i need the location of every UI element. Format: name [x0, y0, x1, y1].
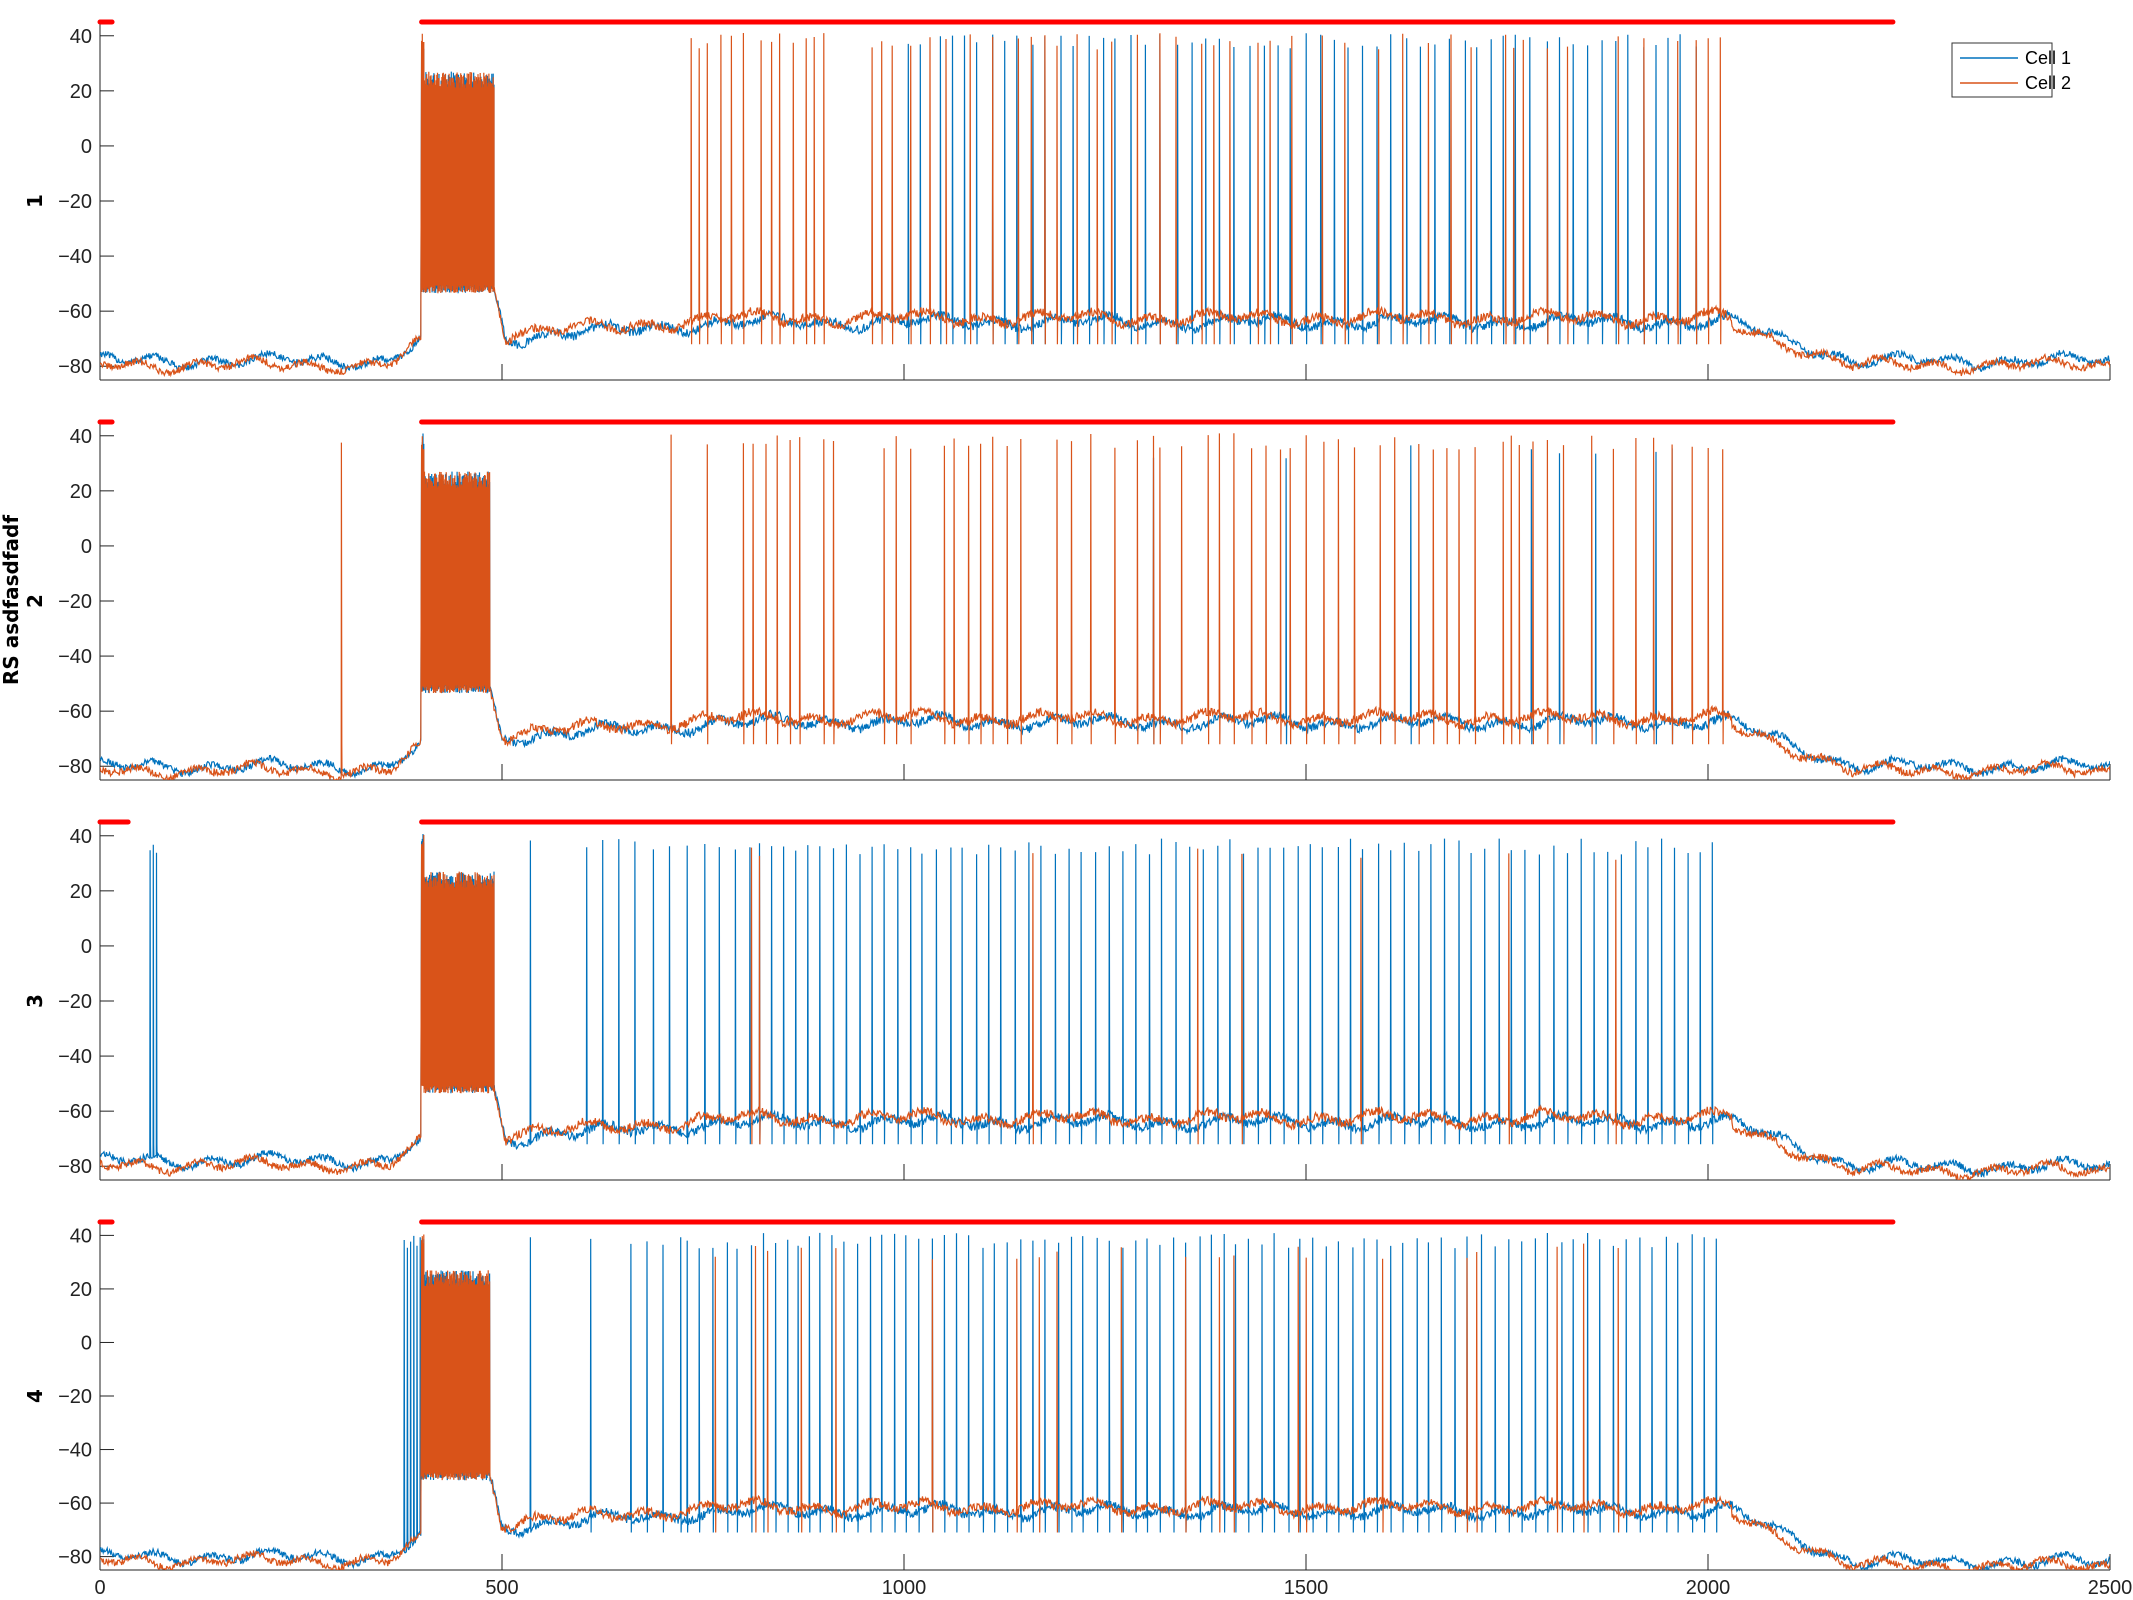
y-axis-label: 1	[23, 194, 47, 208]
y-tick-label: −80	[58, 1156, 92, 1178]
legend-label-cell-1: Cell 1	[2025, 48, 2071, 68]
y-tick-label: 40	[70, 1225, 92, 1247]
y-tick-label: 0	[81, 1332, 92, 1354]
y-tick-label: −40	[58, 1440, 92, 1462]
trace-cell-2	[100, 433, 2110, 780]
legend: Cell 1 Cell 2	[1951, 42, 2071, 98]
x-tick-label: 2500	[2088, 1577, 2133, 1599]
y-tick-label: 40	[70, 826, 92, 848]
y-tick-label: −20	[58, 1386, 92, 1408]
y-tick-label: −80	[58, 356, 92, 378]
y-tick-label: −80	[58, 1547, 92, 1569]
shared-y-axis-label: RS asdfasdfadf	[0, 515, 23, 685]
y-tick-label: 0	[81, 936, 92, 958]
y-tick-label: −80	[58, 756, 92, 778]
trace-cell-1	[100, 33, 2110, 373]
trace-cell-1	[100, 433, 2110, 779]
subplot-2: 40 20 0 −20 −40 −60 −80 2	[23, 419, 2111, 781]
trace-cell-2	[100, 32, 2110, 378]
trace-cell-1	[100, 833, 2110, 1178]
subplot-panels: 40200−20−40−60−80140200−20−40−60−8024020…	[23, 19, 2133, 1599]
y-tick-label: −40	[58, 1046, 92, 1068]
y-tick-label: 20	[70, 481, 92, 503]
x-tick-label: 2000	[1686, 1577, 1731, 1599]
y-tick-label: 20	[70, 881, 92, 903]
y-tick-label: −60	[58, 1493, 92, 1515]
trace-cell-2	[100, 834, 2110, 1180]
y-axis-label: 4	[23, 1389, 47, 1403]
y-tick-label: −20	[58, 591, 92, 613]
y-tick-label: 20	[70, 1279, 92, 1301]
subplot-1: 40 20 0 −20 −40 −60 −80 1	[23, 19, 2111, 381]
x-tick-label: 1000	[882, 1577, 927, 1599]
x-tick-label: 1500	[1284, 1577, 1329, 1599]
legend-label-cell-2: Cell 2	[2025, 73, 2071, 93]
y-tick-label: −40	[58, 246, 92, 268]
legend-box	[1951, 42, 2053, 98]
trace-cell-1	[100, 1232, 2110, 1570]
y-tick-label: 40	[70, 26, 92, 48]
y-tick-label: −20	[58, 191, 92, 213]
y-axis-label: 2	[23, 594, 47, 608]
y-tick-label: −60	[58, 701, 92, 723]
y-tick-label: −40	[58, 646, 92, 668]
trace-cell-2	[100, 1234, 2110, 1570]
y-tick-label: 0	[81, 536, 92, 558]
y-tick-label: 20	[70, 81, 92, 103]
y-tick-label: 40	[70, 426, 92, 448]
y-tick-label: 0	[81, 136, 92, 158]
x-tick-label: 500	[485, 1577, 518, 1599]
subplot-3: 40 20 0 −20 −40 −60 −80 3	[23, 819, 2111, 1181]
y-axis-label: 3	[23, 994, 47, 1008]
y-tick-label: −60	[58, 301, 92, 323]
y-tick-label: −20	[58, 991, 92, 1013]
x-tick-label: 0	[94, 1577, 105, 1599]
y-tick-label: −60	[58, 1101, 92, 1123]
